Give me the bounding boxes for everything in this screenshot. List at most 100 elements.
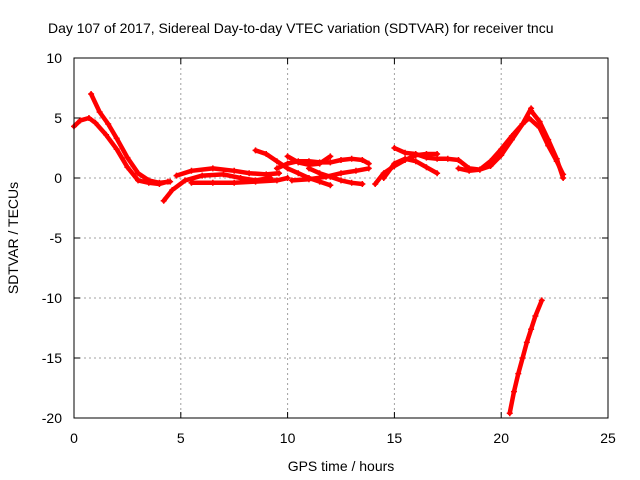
data-point — [124, 164, 131, 171]
data-point — [515, 370, 522, 377]
data-point — [252, 178, 259, 185]
data-point — [160, 197, 167, 204]
data-point — [167, 178, 174, 185]
data-point — [380, 175, 387, 181]
data-point — [135, 170, 142, 177]
data-point — [231, 179, 238, 186]
data-point — [536, 118, 543, 125]
y-tick-label: 5 — [54, 110, 62, 126]
data-point — [182, 177, 189, 184]
data-point — [284, 160, 291, 167]
data-point — [295, 170, 302, 177]
data-point — [263, 171, 270, 178]
x-tick-label: 15 — [387, 430, 403, 446]
data-point — [434, 155, 441, 162]
data-point — [103, 131, 110, 138]
data-point — [498, 152, 505, 159]
data-point — [412, 158, 419, 165]
data-point — [508, 133, 515, 139]
data-point — [327, 153, 334, 160]
data-point — [327, 182, 334, 189]
data-point — [348, 155, 355, 162]
data-point — [423, 154, 430, 161]
data-point — [359, 181, 366, 187]
data-point — [188, 179, 195, 186]
data-point — [434, 170, 441, 177]
data-point — [246, 170, 253, 177]
data-point — [487, 158, 494, 165]
data-point — [77, 117, 84, 124]
data-point — [113, 135, 120, 142]
data-point — [372, 181, 379, 187]
y-tick-label: -5 — [50, 230, 63, 246]
data-point — [423, 164, 430, 171]
x-tick-label: 25 — [600, 430, 616, 446]
data-point — [402, 155, 409, 162]
y-tick-label: -20 — [42, 410, 62, 426]
data-point — [553, 155, 560, 162]
data-series — [71, 91, 567, 417]
data-point — [391, 145, 398, 151]
x-axis-label: GPS time / hours — [288, 458, 395, 474]
data-point — [145, 177, 152, 184]
data-point — [88, 91, 95, 97]
data-point — [124, 154, 131, 161]
data-point — [284, 175, 291, 181]
data-point — [220, 171, 227, 178]
data-point — [412, 151, 419, 157]
data-point — [455, 157, 462, 163]
data-point — [511, 388, 518, 395]
y-axis-label: SDTVAR / TECUs — [5, 182, 21, 294]
data-point — [252, 147, 259, 154]
data-point — [338, 157, 344, 163]
data-point — [338, 170, 344, 177]
data-point — [209, 165, 216, 172]
y-tick-label: 10 — [46, 50, 62, 66]
chart-title: Day 107 of 2017, Sidereal Day-to-day VTE… — [48, 20, 554, 36]
data-point — [498, 146, 505, 153]
data-point — [365, 165, 372, 172]
data-point — [532, 313, 539, 319]
data-point — [273, 158, 280, 165]
data-point — [105, 121, 112, 127]
data-point — [135, 177, 142, 184]
data-point — [276, 170, 283, 177]
data-point — [444, 155, 451, 162]
data-point — [359, 157, 366, 163]
data-point — [237, 175, 244, 181]
x-tick-label: 0 — [70, 430, 78, 446]
data-point — [316, 160, 323, 167]
data-point — [231, 167, 238, 174]
data-point — [523, 339, 530, 346]
data-point — [169, 187, 176, 193]
x-tick-label: 5 — [177, 430, 185, 446]
data-point — [327, 173, 334, 180]
data-point — [96, 109, 103, 115]
data-point — [92, 119, 99, 126]
data-point — [519, 355, 526, 361]
data-point — [476, 166, 483, 173]
data-point — [560, 175, 567, 181]
data-point — [156, 179, 163, 186]
data-point — [391, 160, 398, 167]
data-point — [85, 115, 92, 121]
data-point — [528, 326, 535, 333]
data-point — [188, 167, 195, 174]
data-point — [284, 153, 291, 160]
data-point — [173, 172, 180, 179]
data-point — [316, 170, 323, 177]
data-point — [305, 176, 312, 183]
data-point — [352, 167, 359, 174]
data-point — [338, 177, 344, 184]
data-point — [273, 165, 280, 172]
data-point — [327, 159, 334, 166]
data-point — [455, 165, 462, 172]
data-point — [199, 172, 206, 179]
data-point — [506, 410, 513, 417]
data-point — [528, 107, 535, 114]
data-point — [263, 151, 270, 157]
x-tick-label: 20 — [493, 430, 509, 446]
x-tick-label: 10 — [280, 430, 296, 446]
